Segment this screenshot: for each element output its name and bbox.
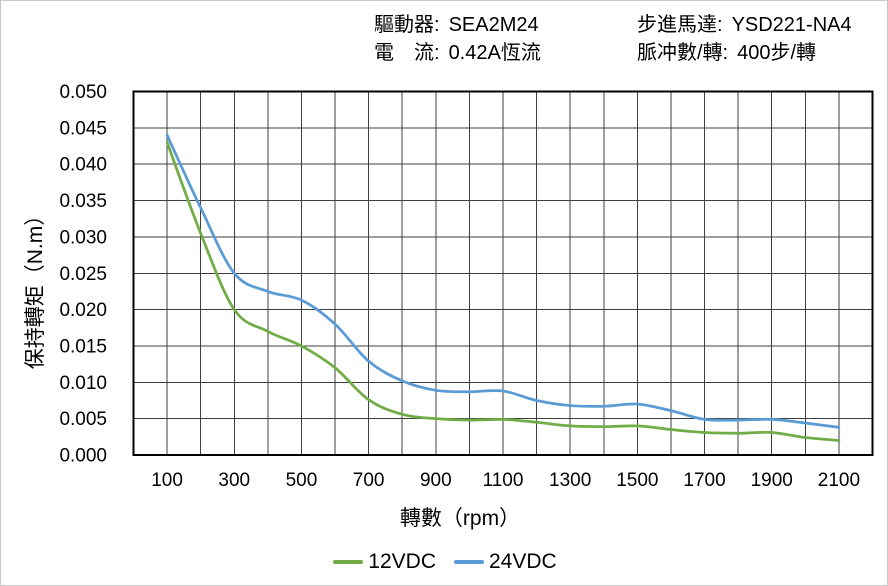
pulses-label: 脈冲數/轉:: [637, 42, 729, 64]
x-tick-label: 700: [353, 470, 385, 491]
series-line-12vdc: [165, 141, 841, 442]
y-tick-label: 0.035: [59, 191, 107, 212]
legend: 12VDC 24VDC: [1, 550, 887, 574]
legend-label-24vdc: 24VDC: [489, 550, 557, 573]
current-label: 電 流:: [374, 42, 440, 64]
x-tick-label: 1500: [616, 470, 658, 491]
x-tick-label: 300: [218, 470, 250, 491]
series-line-24vdc: [165, 133, 841, 429]
pulses-info: 脈冲數/轉: 400步/轉: [637, 41, 816, 66]
driver-label: 驅動器:: [374, 14, 440, 36]
x-tick-label: 900: [420, 470, 452, 491]
y-tick-label: 0.050: [59, 82, 107, 103]
y-tick-label: 0.000: [59, 446, 107, 467]
legend-swatch-12vdc: [333, 560, 364, 564]
legend-label-12vdc: 12VDC: [368, 550, 436, 573]
y-tick-label: 0.025: [59, 264, 107, 285]
x-tick-label: 500: [286, 470, 318, 491]
x-tick-label: 1700: [683, 470, 725, 491]
x-tick-label: 1900: [751, 470, 793, 491]
legend-item-24vdc: 24VDC: [454, 550, 557, 574]
current-value: 0.42A恆流: [448, 42, 541, 64]
y-tick-label: 0.010: [59, 373, 107, 394]
y-tick-label: 0.040: [59, 155, 107, 176]
plot-border: [132, 90, 874, 456]
pulses-value: 400步/轉: [737, 42, 817, 64]
motor-value: YSD221-NA4: [731, 14, 852, 36]
y-tick-label: 0.045: [59, 118, 107, 139]
y-tick-label: 0.020: [59, 300, 107, 321]
x-tick-label: 2100: [818, 470, 860, 491]
y-tick-label: 0.005: [59, 409, 107, 430]
motor-info: 步進馬達: YSD221-NA4: [637, 13, 852, 38]
current-info: 電 流: 0.42A恆流: [374, 41, 541, 66]
x-tick-label: 1100: [483, 470, 524, 491]
x-tick-label: 1300: [549, 470, 591, 491]
y-tick-label: 0.030: [59, 227, 107, 248]
legend-swatch-24vdc: [454, 560, 484, 564]
gridlines: [133, 91, 873, 455]
driver-value: SEA2M24: [448, 14, 539, 36]
motor-label: 步進馬達:: [637, 14, 723, 36]
y-axis-title: 保持轉矩（N.m）: [24, 204, 47, 370]
x-axis-title: 轉數（rpm）: [399, 507, 521, 530]
y-tick-label: 0.015: [59, 336, 107, 357]
legend-item-12vdc: 12VDC: [333, 550, 436, 574]
x-tick-label: 100: [151, 470, 183, 491]
driver-info: 驅動器: SEA2M24: [374, 13, 539, 38]
